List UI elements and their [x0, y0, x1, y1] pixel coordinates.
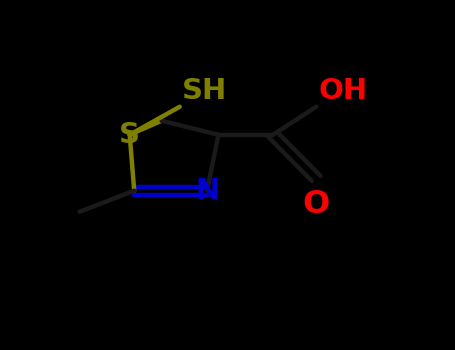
Text: S: S: [119, 121, 140, 149]
Text: SH: SH: [182, 77, 227, 105]
Text: OH: OH: [318, 77, 368, 105]
Text: N: N: [195, 177, 219, 205]
Text: O: O: [303, 189, 330, 220]
